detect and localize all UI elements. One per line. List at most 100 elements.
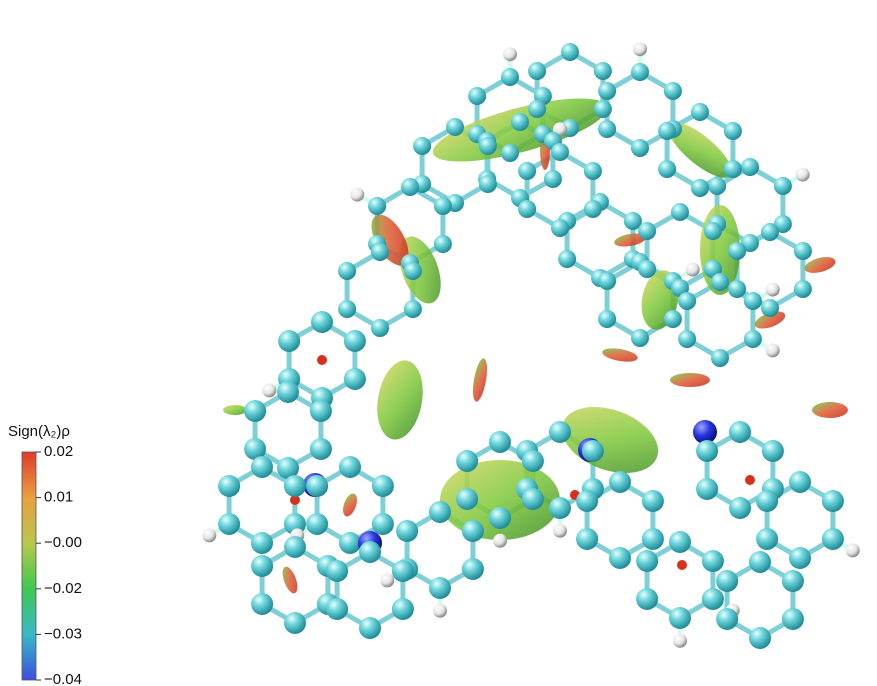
carbon-atom [434, 197, 452, 215]
carbon-atom [576, 490, 598, 512]
carbon-atom [277, 381, 299, 403]
carbon-atom [631, 139, 649, 157]
carbon-atom [756, 528, 778, 550]
hydrogen-atom [350, 188, 364, 202]
carbon-atom [631, 63, 649, 81]
ring-critical-point [317, 355, 327, 365]
nci-blob [470, 357, 489, 402]
carbon-atom [371, 243, 389, 261]
colorbar [22, 452, 36, 680]
carbon-atom [479, 137, 497, 155]
carbon-atom [396, 520, 418, 542]
carbon-atom [664, 310, 682, 328]
carbon-atom [518, 200, 536, 218]
carbon-atom [678, 292, 696, 310]
carbon-atom [598, 82, 616, 100]
carbon-atom [741, 158, 759, 176]
colorbar-tick-label: 0.02 [44, 443, 73, 460]
colorbar-tick-label: −0.04 [44, 671, 82, 686]
hydrogen-atom [493, 534, 507, 548]
carbon-atom [413, 137, 431, 155]
carbon-atom [468, 87, 486, 105]
carbon-atom [284, 536, 306, 558]
carbon-atom [728, 280, 746, 298]
carbon-atom [306, 475, 328, 497]
carbon-atom [344, 330, 366, 352]
carbon-atom [479, 175, 497, 193]
carbon-atom [584, 200, 602, 218]
carbon-atom [711, 349, 729, 367]
carbon-atom [598, 272, 616, 290]
carbon-atom [338, 262, 356, 280]
carbon-atom [576, 528, 598, 550]
carbon-atom [522, 488, 544, 510]
hydrogen-atom [553, 524, 567, 538]
carbon-atom [401, 178, 419, 196]
carbon-atom [489, 507, 511, 529]
carbon-atom [642, 490, 664, 512]
carbon-atom [306, 513, 328, 535]
carbon-atom [359, 541, 381, 563]
carbon-atom [631, 329, 649, 347]
hydrogen-atom [202, 528, 216, 542]
colorbar-title: Sign(λ₂)ρ [8, 423, 70, 440]
carbon-atom [636, 550, 658, 572]
carbon-atom [251, 456, 273, 478]
nci-blob [280, 565, 301, 595]
carbon-atom [429, 577, 451, 599]
carbon-atom [584, 162, 602, 180]
carbon-atom [582, 440, 604, 462]
carbon-atom [749, 551, 771, 573]
carbon-atom [594, 62, 612, 80]
hydrogen-atom [766, 343, 780, 357]
colorbar-tick-label: −0.02 [44, 580, 82, 597]
carbon-atom [669, 607, 691, 629]
carbon-atom [744, 330, 762, 348]
carbon-atom [501, 68, 519, 86]
hydrogen-atom [433, 604, 447, 618]
carbon-atom [794, 280, 812, 298]
figure: Sign(λ₂)ρ 0.020.01−0.00−0.02−0.03−0.04 [0, 0, 877, 686]
colorbar-tick-label: −0.03 [44, 625, 82, 642]
carbon-atom [518, 162, 536, 180]
carbon-atom [278, 330, 300, 352]
carbon-atom [636, 588, 658, 610]
carbon-atom [456, 450, 478, 472]
carbon-atom [598, 310, 616, 328]
carbon-atom [696, 440, 718, 462]
carbon-atom [404, 300, 422, 318]
hydrogen-atom [796, 168, 810, 182]
carbon-atom [558, 250, 576, 268]
carbon-atom [794, 242, 812, 260]
nci-blob [553, 395, 667, 486]
carbon-atom [338, 300, 356, 318]
carbon-atom [244, 400, 266, 422]
carbon-atom [609, 547, 631, 569]
hydrogen-atom [766, 283, 780, 297]
carbon-atom [284, 475, 306, 497]
carbon-atom [522, 450, 544, 472]
carbon-atom [311, 311, 333, 333]
carbon-atom [404, 262, 422, 280]
carbon-atom [462, 520, 484, 542]
hydrogen-atom [633, 42, 647, 56]
ring-critical-point [677, 560, 687, 570]
carbon-atom [501, 144, 519, 162]
carbon-atom [561, 43, 579, 61]
carbon-atom [638, 260, 656, 278]
hydrogen-atom [262, 383, 276, 397]
carbon-atom [761, 299, 779, 317]
carbon-atom [658, 122, 676, 140]
carbon-atom [251, 593, 273, 615]
carbon-atom [716, 570, 738, 592]
carbon-atom [594, 100, 612, 118]
carbon-atom [511, 113, 529, 131]
carbon-atom [446, 118, 464, 136]
carbon-atom [822, 528, 844, 550]
carbon-atom [368, 197, 386, 215]
carbon-atom [549, 421, 571, 443]
hydrogen-atom [503, 47, 517, 61]
carbon-atom [218, 475, 240, 497]
carbon-atom [762, 440, 784, 462]
carbon-atom [372, 513, 394, 535]
